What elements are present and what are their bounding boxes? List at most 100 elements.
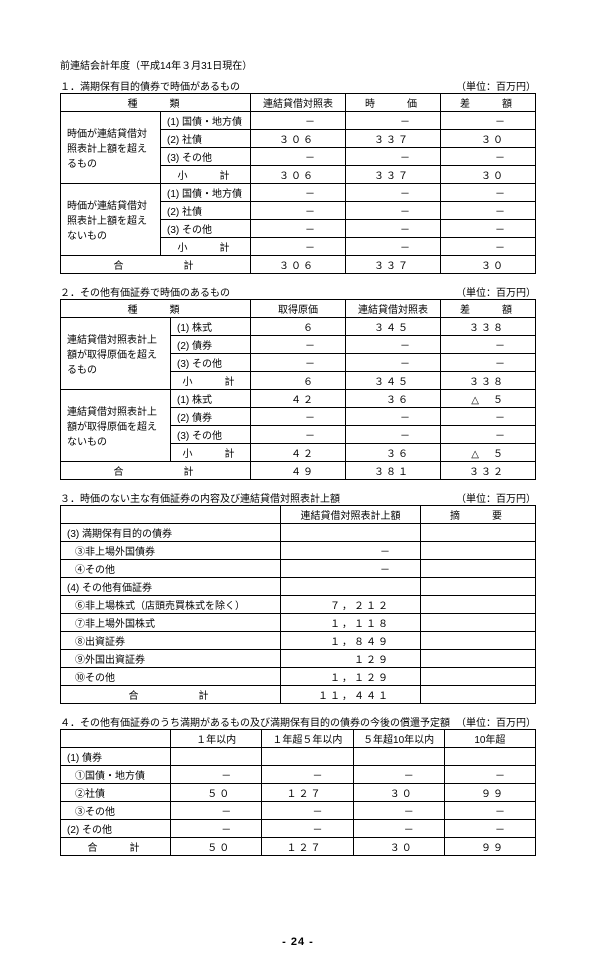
cell: ６: [251, 318, 346, 336]
cell: －: [441, 184, 536, 202]
cell: －: [444, 820, 535, 838]
group-label: 時価が連結貸借対照表計上額を超えないもの: [61, 184, 161, 256]
table-row: (4) その他有価証券: [61, 578, 536, 596]
cell: －: [346, 354, 441, 372]
cell: －: [441, 220, 536, 238]
th-blank: [61, 506, 281, 524]
table-row: 連結貸借対照表計上額が取得原価を超えるもの (1) 株式 ６ ３４５ ３３８: [61, 318, 536, 336]
cell: ３０: [353, 838, 444, 856]
cell: ３３７: [346, 256, 441, 274]
table-row: 合 計 １１，４４１: [61, 686, 536, 704]
cell: １２７: [262, 784, 353, 802]
cell: １，８４９: [281, 632, 421, 650]
table-row: ①国債・地方債－－－－: [61, 766, 536, 784]
cell: (1) 国債・地方債: [161, 112, 251, 130]
cell: －: [281, 560, 421, 578]
cell: －: [441, 202, 536, 220]
cell: ３３８: [441, 318, 536, 336]
th-blank: [61, 730, 171, 748]
cell: －: [346, 220, 441, 238]
cell: ３４５: [346, 318, 441, 336]
th-col: 差 額: [441, 300, 536, 318]
cell: －: [262, 820, 353, 838]
total-label: 合 計: [61, 838, 171, 856]
table1-title: １．満期保有目的債券で時価があるもの: [60, 78, 240, 93]
cell: (2) 債券: [171, 336, 251, 354]
cell: －: [346, 148, 441, 166]
cell: (3) その他: [161, 148, 251, 166]
cell: ３８１: [346, 462, 441, 480]
cell: ３３７: [346, 166, 441, 184]
cell: [421, 650, 536, 668]
table-row: 時価が連結貸借対照表計上額を超えるもの (1) 国債・地方債 － － －: [61, 112, 536, 130]
cell: ②社債: [61, 784, 171, 802]
cell: ③その他: [61, 802, 171, 820]
cell: ③非上場外国債券: [61, 542, 281, 560]
cell: －: [346, 112, 441, 130]
table-row: (1) 債券: [61, 748, 536, 766]
cell: ３３７: [346, 130, 441, 148]
th-col: １年超５年以内: [262, 730, 353, 748]
cell: ３３８: [441, 372, 536, 390]
subtotal-label: 小 計: [171, 444, 251, 462]
th-col: 取得原価: [251, 300, 346, 318]
cell: ３６: [346, 390, 441, 408]
cell: ３４５: [346, 372, 441, 390]
th-col: 連結貸借対照表: [346, 300, 441, 318]
cell: ⑧出資証券: [61, 632, 281, 650]
cell: ７，２１２: [281, 596, 421, 614]
cell: －: [251, 148, 346, 166]
cell: ３０６: [251, 130, 346, 148]
cell: [262, 748, 353, 766]
cell: △ ５: [441, 390, 536, 408]
th-col: 時 価: [346, 94, 441, 112]
th-col: 摘 要: [421, 506, 536, 524]
cell: ⑩その他: [61, 668, 281, 686]
cell: [421, 596, 536, 614]
group-label: 連結貸借対照表計上額が取得原価を超えるもの: [61, 318, 171, 390]
table-row: ③非上場外国債券－: [61, 542, 536, 560]
cell: (2) その他: [61, 820, 171, 838]
cell: ４２: [251, 390, 346, 408]
cell: －: [441, 426, 536, 444]
table1: 種 類 連結貸借対照表 時 価 差 額 時価が連結貸借対照表計上額を超えるもの …: [60, 93, 536, 274]
th-type: 種 類: [61, 300, 251, 318]
table-row: 合 計 ４９ ３８１ ３３２: [61, 462, 536, 480]
cell: ４２: [251, 444, 346, 462]
cell: ３０: [441, 256, 536, 274]
cell: －: [171, 820, 262, 838]
cell: (1) 株式: [171, 318, 251, 336]
table-row: ⑥非上場株式（店頭売買株式を除く）７，２１２: [61, 596, 536, 614]
cell: －: [251, 112, 346, 130]
cell: ３６: [346, 444, 441, 462]
cell: －: [251, 354, 346, 372]
cell: [421, 560, 536, 578]
th-col: 10年超: [444, 730, 535, 748]
cell: －: [251, 220, 346, 238]
cell: －: [346, 408, 441, 426]
cell: △ ５: [441, 444, 536, 462]
table-row: (2) その他－－－－: [61, 820, 536, 838]
cell: ⑦非上場外国株式: [61, 614, 281, 632]
cell: (1) 株式: [171, 390, 251, 408]
cell: (3) その他: [171, 426, 251, 444]
table4-title: ４．その他有価証券のうち満期があるもの及び満期保有目的の債券の今後の償還予定額: [60, 714, 450, 729]
table-row: 種 類 連結貸借対照表 時 価 差 額: [61, 94, 536, 112]
cell: －: [171, 766, 262, 784]
group-label: 時価が連結貸借対照表計上額を超えるもの: [61, 112, 161, 184]
unit-label-2: （単位：百万円）: [456, 284, 536, 299]
table-row: 合 計 ５０ １２７ ３０ ９９: [61, 838, 536, 856]
cell: [281, 578, 421, 596]
page-header: 前連結会計年度（平成14年３月31日現在）: [60, 57, 536, 72]
cell: －: [441, 336, 536, 354]
cell: １２９: [281, 650, 421, 668]
cell: [281, 524, 421, 542]
cell: －: [444, 766, 535, 784]
cell: (3) 満期保有目的の債券: [61, 524, 281, 542]
cell: －: [346, 426, 441, 444]
cell: ５０: [171, 838, 262, 856]
table3: 連結貸借対照表計上額 摘 要 (3) 満期保有目的の債券③非上場外国債券－④その…: [60, 505, 536, 704]
cell: [421, 542, 536, 560]
cell: －: [281, 542, 421, 560]
cell: ６: [251, 372, 346, 390]
